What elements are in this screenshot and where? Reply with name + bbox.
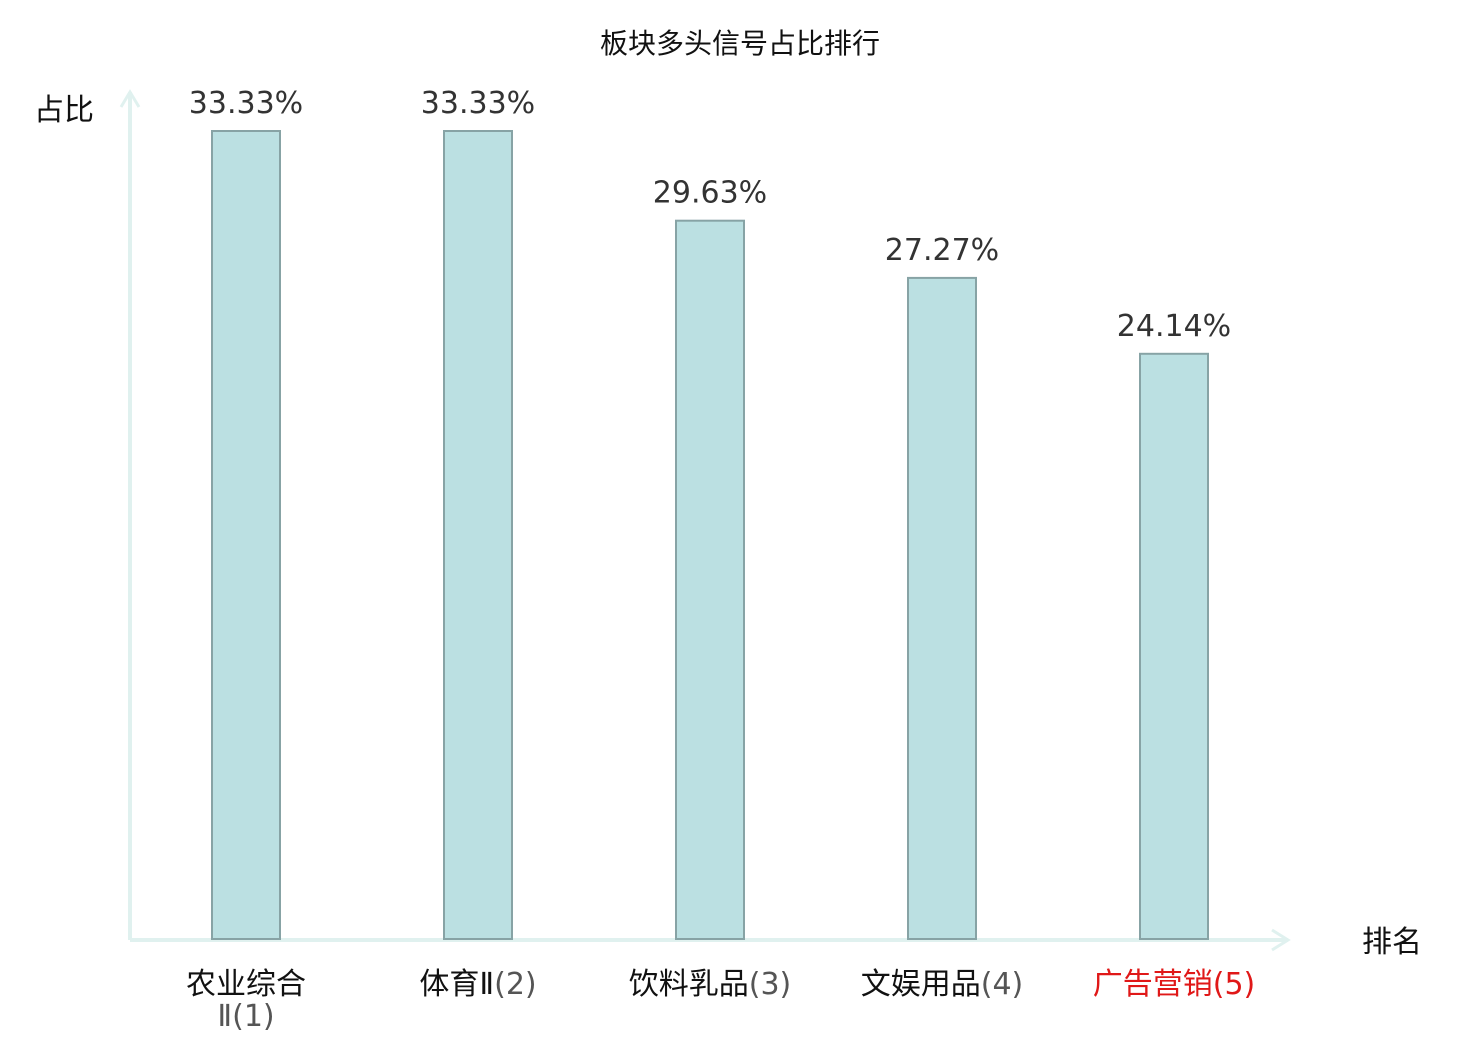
bar-4: [907, 276, 977, 940]
category-label-3: 饮料乳品(3): [629, 967, 792, 1002]
bars-group: [211, 130, 1209, 941]
value-label-3: 29.63%: [653, 176, 767, 211]
bar-5: [1139, 352, 1209, 940]
bar-2: [443, 130, 513, 940]
value-labels-group: 33.33% 33.33% 29.63% 27.27% 24.14%: [189, 86, 1231, 344]
category-label-2: 体育Ⅱ(2): [419, 967, 536, 1002]
category-labels-group: 农业综合 Ⅱ(1) 体育Ⅱ(2) 饮料乳品(3) 文娱用品(4) 广告营销(5): [186, 967, 1255, 1034]
x-axis-label: 排名: [1362, 925, 1422, 960]
bar-1: [211, 130, 281, 940]
x-axis-arrow: [1271, 928, 1291, 952]
y-axis: 占比: [34, 89, 141, 940]
value-label-5: 24.14%: [1117, 309, 1231, 344]
category-label-5: 广告营销(5): [1093, 967, 1256, 1002]
y-axis-arrow: [119, 89, 141, 108]
y-axis-label: 占比: [34, 93, 94, 128]
chart-title: 板块多头信号占比排行: [600, 27, 880, 60]
category-label-4: 文娱用品(4): [861, 967, 1024, 1002]
category-label-1: 农业综合 Ⅱ(1): [186, 967, 306, 1034]
value-label-1: 33.33%: [189, 86, 303, 121]
x-axis: 排名: [130, 925, 1422, 960]
value-label-2: 33.33%: [421, 86, 535, 121]
bar-3: [675, 219, 745, 941]
value-label-4: 27.27%: [885, 233, 999, 268]
